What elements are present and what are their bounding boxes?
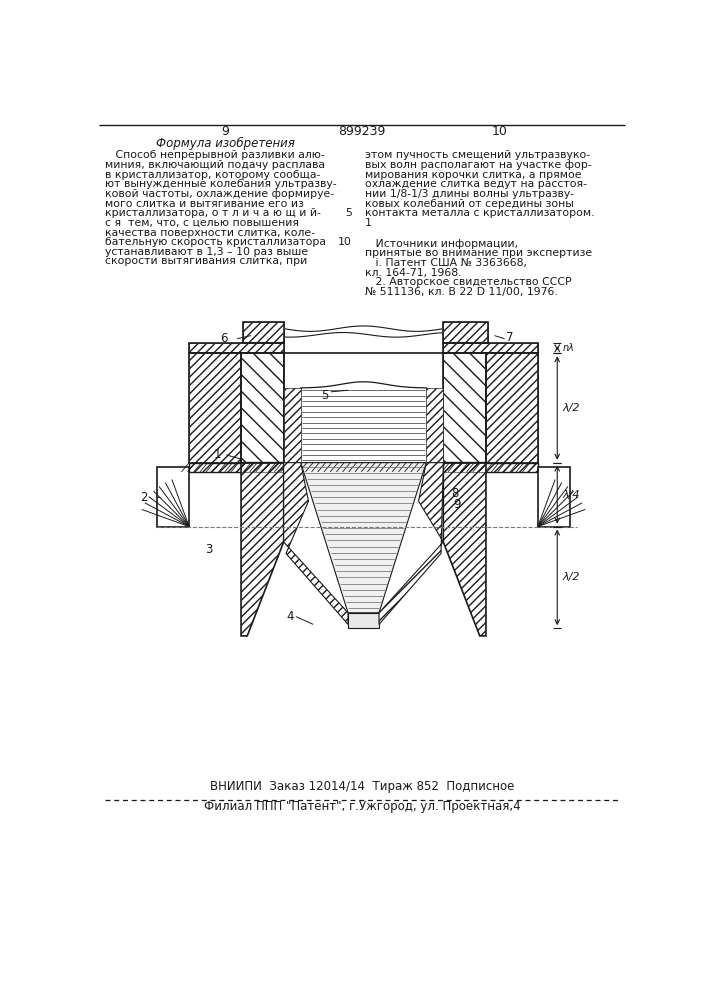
Polygon shape (243, 322, 284, 343)
Bar (156, 466, 189, 527)
Text: № 511136, кл. В 22 D 11/00, 1976.: № 511136, кл. В 22 D 11/00, 1976. (365, 287, 558, 297)
Text: λ/2: λ/2 (563, 572, 580, 582)
Polygon shape (426, 388, 443, 463)
Text: 9: 9 (221, 125, 230, 138)
Polygon shape (443, 353, 486, 463)
Text: 5: 5 (345, 208, 352, 218)
Polygon shape (189, 353, 241, 463)
Text: 1: 1 (214, 448, 221, 461)
Text: бательную скорость кристаллизатора: бательную скорость кристаллизатора (105, 237, 327, 247)
Text: вых волн располагают на участке фор-: вых волн располагают на участке фор- (365, 160, 592, 170)
Polygon shape (443, 463, 486, 636)
Bar (284, 353, 443, 463)
Text: этом пучность смещений ультразвуко-: этом пучность смещений ультразвуко- (365, 150, 590, 160)
Text: кристаллизатора, о т л и ч а ю щ и й-: кристаллизатора, о т л и ч а ю щ и й- (105, 208, 321, 218)
Text: 8: 8 (451, 487, 459, 500)
Text: мого слитка и вытягивание его из: мого слитка и вытягивание его из (105, 199, 304, 209)
Text: контакта металла с кристаллизатором.: контакта металла с кристаллизатором. (365, 208, 595, 218)
Text: мирования корочки слитка, а прямое: мирования корочки слитка, а прямое (365, 170, 582, 180)
Text: в кристаллизатор, которому сообща-: в кристаллизатор, которому сообща- (105, 170, 321, 180)
Polygon shape (241, 353, 284, 463)
Text: 3: 3 (205, 543, 212, 556)
Text: 10: 10 (491, 125, 507, 138)
Text: 9: 9 (453, 498, 461, 511)
Text: Способ непрерывной разливки алю-: Способ непрерывной разливки алю- (105, 150, 325, 160)
Text: λ/4: λ/4 (563, 490, 580, 500)
Polygon shape (443, 463, 538, 472)
Text: принятые во внимание при экспертизе: принятые во внимание при экспертизе (365, 248, 592, 258)
Text: миния, включающий подачу расплава: миния, включающий подачу расплава (105, 160, 325, 170)
Polygon shape (379, 463, 443, 624)
Text: 899239: 899239 (338, 125, 385, 138)
Text: ВНИИПИ  Заказ 12014/14  Тираж 852  Подписное: ВНИИПИ Заказ 12014/14 Тираж 852 Подписно… (210, 780, 514, 793)
Text: ют вынужденные колебания ультразву-: ют вынужденные колебания ультразву- (105, 179, 337, 189)
Text: 7: 7 (506, 331, 514, 344)
Text: 1: 1 (365, 218, 372, 228)
Text: i. Патент США № 3363668,: i. Патент США № 3363668, (365, 258, 527, 268)
Text: 2. Авторское свидетельство СССР: 2. Авторское свидетельство СССР (365, 277, 572, 287)
Text: качества поверхности слитка, коле-: качества поверхности слитка, коле- (105, 228, 315, 237)
Polygon shape (443, 343, 538, 353)
Text: Источники информации,: Источники информации, (365, 239, 518, 249)
Text: нии 1/8-1/3 длины волны ультразву-: нии 1/8-1/3 длины волны ультразву- (365, 189, 574, 199)
Polygon shape (284, 388, 300, 463)
Bar (538, 466, 571, 527)
Polygon shape (443, 322, 489, 343)
Polygon shape (189, 343, 284, 353)
Text: Формула изобретения: Формула изобретения (156, 137, 295, 150)
Polygon shape (300, 463, 426, 613)
Polygon shape (189, 463, 284, 472)
Text: Филиал ППП "Патент", г.Ужгород, ул. Проектная,4: Филиал ППП "Патент", г.Ужгород, ул. Прое… (204, 800, 520, 813)
Text: 10: 10 (338, 237, 352, 247)
Polygon shape (284, 463, 348, 624)
Text: устанавливают в 1,3 – 10 раз выше: устанавливают в 1,3 – 10 раз выше (105, 247, 308, 257)
Text: 5: 5 (321, 389, 329, 402)
Text: 4: 4 (286, 610, 293, 623)
Polygon shape (486, 353, 538, 463)
Text: с я  тем, что, с целью повышения: с я тем, что, с целью повышения (105, 218, 300, 228)
Text: 6: 6 (221, 332, 228, 345)
Text: скорости вытягивания слитка, при: скорости вытягивания слитка, при (105, 256, 308, 266)
Text: ковых колебаний от середины зоны: ковых колебаний от середины зоны (365, 199, 574, 209)
Text: 2: 2 (141, 491, 148, 504)
Polygon shape (241, 463, 284, 636)
Bar (348, 613, 379, 628)
Text: кл. 164-71, 1968.: кл. 164-71, 1968. (365, 268, 462, 278)
Text: ковой частоты, охлаждение формируе-: ковой частоты, охлаждение формируе- (105, 189, 334, 199)
Text: λ/2: λ/2 (563, 403, 580, 413)
Text: nλ: nλ (563, 343, 575, 353)
Text: охлаждение слитка ведут на расстоя-: охлаждение слитка ведут на расстоя- (365, 179, 587, 189)
